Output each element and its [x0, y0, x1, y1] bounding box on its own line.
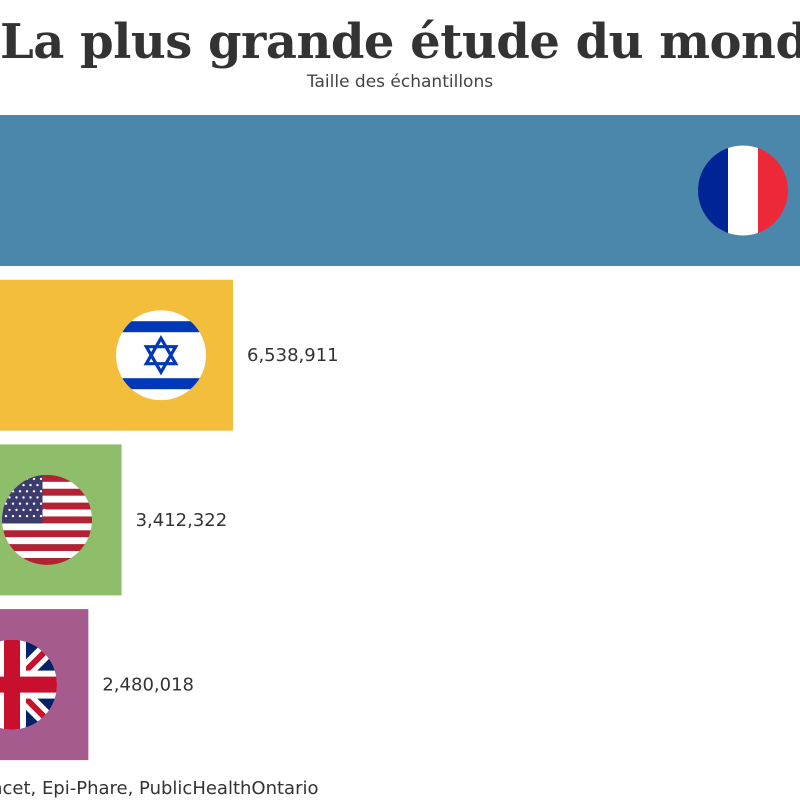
chart-title: La plus grande étude du monde — [0, 14, 800, 70]
usa-flag-icon — [2, 474, 92, 565]
value-label: 2,480,018 — [102, 675, 194, 696]
bar-france — [0, 115, 800, 266]
bar-group: 6,538,911 — [0, 279, 339, 431]
uk-flag-icon — [0, 639, 57, 730]
bar-group: 2,480,018 — [0, 609, 194, 761]
france-flag-icon — [698, 145, 788, 236]
bar-group — [0, 115, 800, 266]
chart-subtitle: Taille des échantillons — [306, 72, 494, 92]
source-note: Lancet, Epi-Phare, PublicHealthOntario — [0, 778, 319, 799]
value-label: 6,538,911 — [247, 345, 339, 366]
value-label: 3,412,322 — [136, 510, 228, 531]
israel-flag-icon — [116, 310, 206, 401]
bar-group: 3,412,322 — [0, 444, 228, 596]
